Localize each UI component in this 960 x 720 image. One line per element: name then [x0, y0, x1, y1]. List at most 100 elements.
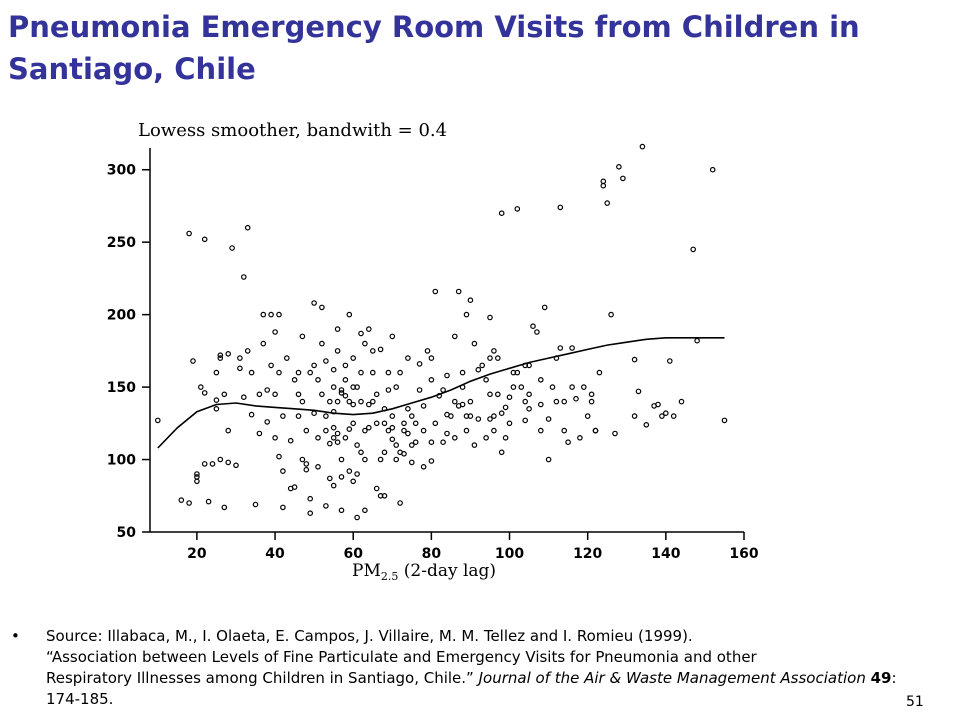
- data-point: [381, 492, 388, 499]
- source-citation: • Source: Illabaca, M., I. Olaeta, E. Ca…: [11, 626, 928, 710]
- data-point: [276, 369, 282, 376]
- data-point: [342, 376, 349, 383]
- x-axis-title-main: PM: [352, 561, 381, 581]
- data-point: [244, 224, 251, 231]
- data-point: [315, 463, 321, 470]
- x-tick-label: 120: [573, 546, 602, 562]
- data-point: [545, 456, 552, 463]
- data-point: [694, 337, 700, 344]
- data-point: [201, 461, 208, 467]
- data-point: [225, 351, 232, 357]
- y-tick-label: 50: [117, 525, 137, 541]
- data-point: [334, 439, 341, 446]
- data-point: [412, 439, 419, 446]
- data-point: [514, 206, 521, 212]
- data-point: [584, 413, 591, 419]
- data-point: [237, 365, 243, 372]
- data-point: [662, 410, 669, 417]
- chart-title: Lowess smoother, bandwith = 0.4: [138, 120, 447, 141]
- data-point: [334, 326, 341, 332]
- y-tick-label: 300: [107, 163, 136, 179]
- data-point: [639, 143, 646, 150]
- data-point: [471, 340, 478, 347]
- data-point: [190, 358, 196, 364]
- data-point: [287, 437, 294, 444]
- data-point: [408, 413, 415, 419]
- data-point: [405, 405, 411, 412]
- data-point: [260, 311, 267, 318]
- data-point: [420, 403, 427, 409]
- data-point: [487, 391, 493, 398]
- data-point: [631, 413, 638, 419]
- data-point: [459, 369, 466, 376]
- data-point: [248, 411, 255, 418]
- data-point: [213, 397, 220, 403]
- data-point: [342, 392, 349, 399]
- data-point: [448, 413, 454, 419]
- data-point: [385, 369, 392, 376]
- data-point: [346, 468, 353, 474]
- data-point: [721, 417, 728, 424]
- data-point: [491, 427, 497, 434]
- data-point: [522, 417, 529, 424]
- data-point: [518, 384, 525, 390]
- data-point: [155, 417, 161, 424]
- data-point: [471, 442, 478, 448]
- data-point: [225, 459, 232, 466]
- data-point: [494, 355, 501, 361]
- data-point: [291, 376, 298, 383]
- data-point: [397, 369, 403, 376]
- data-point: [596, 369, 603, 376]
- data-point: [276, 453, 282, 460]
- data-point: [327, 440, 333, 447]
- data-point: [373, 485, 380, 492]
- data-point: [506, 420, 513, 427]
- data-point: [186, 230, 192, 237]
- data-point: [358, 330, 364, 337]
- data-point: [334, 348, 341, 354]
- data-point: [346, 311, 353, 318]
- data-point: [346, 426, 353, 432]
- data-point: [346, 398, 353, 405]
- data-point: [319, 340, 325, 347]
- y-axis: 50 100 150 200 250 300: [107, 148, 151, 541]
- data-point: [428, 439, 435, 446]
- data-point: [600, 178, 607, 185]
- data-point: [620, 175, 626, 182]
- data-point: [315, 376, 321, 383]
- data-point: [256, 430, 263, 437]
- data-point: [252, 501, 259, 508]
- data-point: [491, 413, 497, 419]
- data-point: [405, 355, 411, 361]
- lowess-smoother-line: [157, 337, 725, 449]
- source-text: Source: Illabaca, M., I. Olaeta, E. Camp…: [28, 626, 928, 710]
- data-point: [440, 439, 446, 446]
- page-number: 51: [906, 694, 924, 710]
- data-point: [467, 297, 474, 304]
- data-point: [608, 311, 614, 318]
- data-point: [330, 434, 337, 441]
- data-point: [616, 163, 622, 170]
- data-point: [690, 246, 697, 253]
- data-point: [338, 507, 345, 514]
- data-point: [401, 450, 407, 457]
- data-point: [537, 376, 544, 383]
- x-tick-label: 80: [422, 546, 442, 562]
- data-point: [217, 352, 224, 359]
- data-point: [307, 510, 314, 517]
- data-point: [487, 314, 493, 321]
- bullet: •: [11, 627, 20, 645]
- data-point: [412, 420, 419, 427]
- data-point: [307, 369, 314, 376]
- data-point: [362, 456, 368, 463]
- data-point: [299, 456, 306, 463]
- data-point: [451, 434, 458, 441]
- data-point: [280, 413, 286, 419]
- y-tick-label: 100: [107, 453, 136, 469]
- data-point: [549, 384, 556, 390]
- data-point: [264, 419, 271, 425]
- data-point: [506, 394, 513, 401]
- data-point: [385, 427, 392, 434]
- x-axis-title: PM2.5 (2-day lag): [352, 561, 496, 583]
- y-tick-label: 200: [107, 308, 136, 324]
